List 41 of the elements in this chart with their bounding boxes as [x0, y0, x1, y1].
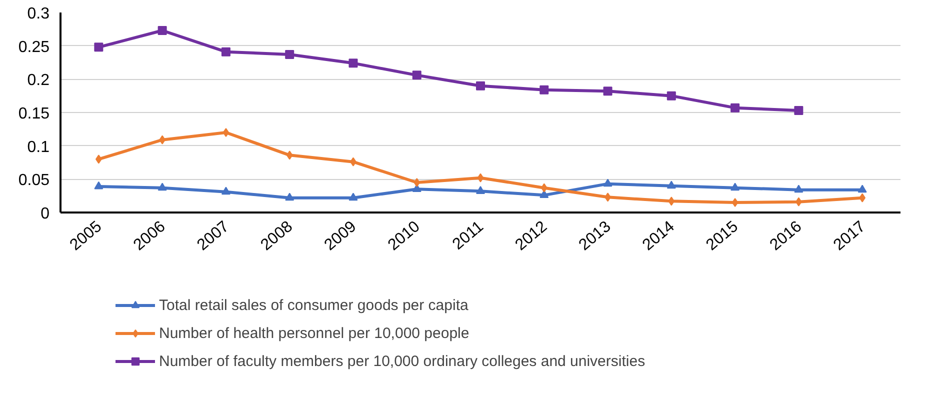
point — [540, 190, 549, 198]
point — [412, 70, 422, 80]
point — [477, 173, 484, 182]
point — [794, 106, 804, 115]
point — [794, 184, 804, 193]
legend-label: Number of health personnel per 10,000 people — [159, 324, 470, 342]
point — [222, 128, 230, 137]
y-tick-label: 0.25 — [18, 38, 50, 56]
legend-label: Number of faculty members per 10,000 ordinary colleges and universities — [159, 352, 646, 370]
point — [94, 181, 104, 190]
point — [540, 85, 549, 94]
point — [158, 26, 167, 35]
point — [668, 196, 675, 206]
point — [285, 192, 294, 201]
point — [730, 103, 740, 112]
point — [94, 42, 104, 52]
legend-label: Total retail sales of consumer goods per capita — [159, 296, 468, 314]
point — [158, 182, 167, 191]
point — [603, 86, 612, 96]
point — [540, 183, 548, 192]
point — [666, 91, 676, 100]
point — [348, 192, 358, 201]
point — [221, 186, 230, 195]
point — [476, 81, 485, 90]
point — [858, 184, 867, 193]
point — [348, 58, 358, 68]
y-tick-label: 0.05 — [18, 172, 50, 190]
y-tick-label: 0.1 — [27, 138, 50, 156]
point — [730, 182, 740, 191]
point — [221, 47, 230, 56]
point — [732, 198, 738, 207]
y-tick-label: 0.15 — [18, 106, 50, 122]
point — [286, 150, 293, 160]
point — [476, 186, 485, 194]
y-tick-label: 0.3 — [27, 6, 50, 22]
point — [285, 50, 294, 59]
point — [603, 178, 612, 187]
y-tick-label: 0 — [40, 206, 50, 222]
y-tick-label: 0.2 — [27, 72, 50, 90]
point — [666, 180, 676, 189]
point — [414, 178, 420, 187]
